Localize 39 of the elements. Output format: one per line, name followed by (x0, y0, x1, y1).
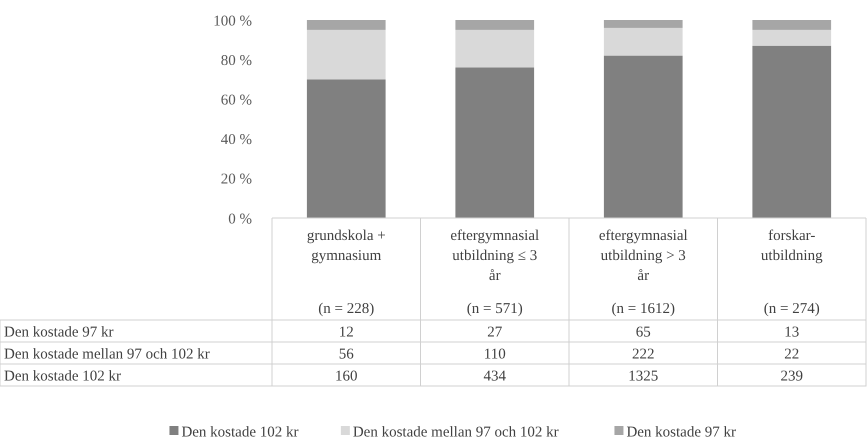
bar (752, 20, 832, 30)
y-tick-label: 40 % (220, 132, 252, 148)
category-label: grundskola + gymnasium (n = 228) (306, 228, 386, 317)
x-tick-label: eftergymnasial utbildning > 3 år (n = 1612) (598, 228, 688, 317)
y-tick-label: 80 % (220, 52, 252, 69)
y-tick-label: 0 % (228, 211, 252, 228)
bar (455, 30, 534, 68)
data-label: 13 (784, 324, 800, 340)
y-tick-label: Den kostade 102 kr (4, 368, 122, 384)
bar (306, 30, 386, 80)
legend-label: Den kostade mellan 97 och 102 kr (352, 424, 559, 440)
data-label: 160 (335, 368, 358, 384)
data-label: 1325 (628, 368, 658, 384)
bar (455, 68, 534, 218)
bar (455, 20, 534, 30)
bar (306, 20, 386, 30)
bar (604, 28, 683, 56)
bar (306, 79, 386, 218)
data-label: 222 (632, 346, 654, 362)
y-tick-label: 60 % (220, 92, 252, 108)
data-label: 22 (784, 346, 800, 362)
data-label: 56 (338, 346, 354, 362)
data-label: 27 (487, 324, 503, 340)
data-label: 110 (484, 346, 506, 362)
bar (604, 56, 683, 218)
x-tick-label: eftergymnasial utbildning ≤ 3 år (n = 571) (450, 228, 540, 317)
data-label: 65 (636, 324, 651, 340)
data-label: 12 (338, 324, 354, 340)
legend-label: Den kostade 97 kr (626, 424, 736, 440)
data-label: 434 (484, 368, 506, 384)
data-label: 239 (780, 368, 803, 384)
bar (752, 46, 832, 218)
bar (752, 30, 832, 46)
y-tick-label: Den kostade 97 kr (4, 324, 114, 340)
category-label: forskar- utbildning (n = 274) (760, 228, 823, 317)
y-tick-label: 20 % (220, 172, 252, 188)
y-tick-label: Den kostade mellan 97 och 102 kr (4, 346, 210, 362)
y-tick-label: 100 % (213, 13, 252, 30)
bar (604, 20, 683, 28)
